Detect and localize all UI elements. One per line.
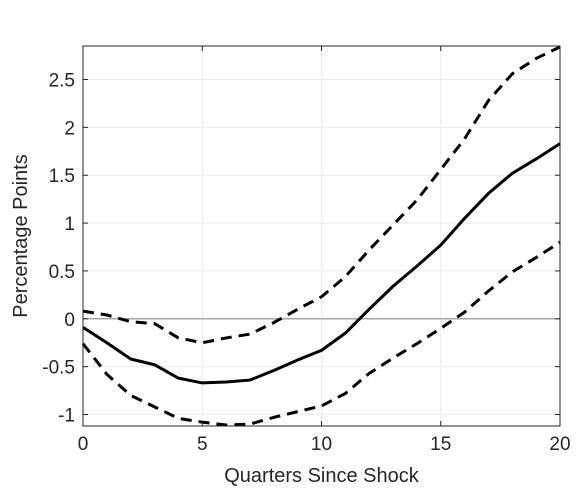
y-tick-label: 0 — [64, 310, 75, 331]
series-group — [81, 45, 561, 427]
x-axis: 0 5 10 15 20 — [78, 46, 571, 455]
y-tick-label: 0.5 — [49, 262, 75, 283]
y-tick-label: 2.5 — [49, 71, 75, 92]
y-tick-label: 1 — [64, 214, 75, 235]
y-axis: -1 -0.5 0 0.5 1 1.5 2 2.5 — [42, 71, 560, 427]
y-tick-label: 1.5 — [49, 166, 75, 187]
x-tick-label: 0 — [78, 434, 89, 455]
x-tick-label: 5 — [197, 434, 208, 455]
x-tick-label: 10 — [311, 434, 332, 455]
y-axis-label: Percentage Points — [10, 154, 32, 317]
x-tick-label: 20 — [549, 434, 570, 455]
point-estimate-line — [82, 142, 561, 385]
x-tick-label: 15 — [430, 434, 451, 455]
upper-band-line — [82, 45, 561, 345]
y-tick-label: -0.5 — [42, 358, 75, 379]
y-tick-label: 2 — [64, 118, 75, 139]
x-axis-label: Quarters Since Shock — [224, 465, 420, 487]
y-tick-label: -1 — [58, 406, 75, 427]
